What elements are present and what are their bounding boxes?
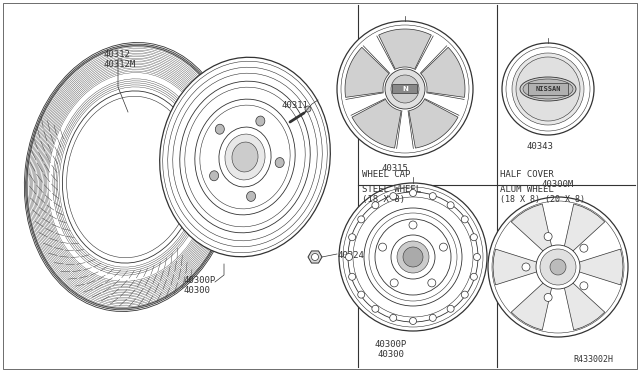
Circle shape [390, 314, 397, 321]
Text: 40300P: 40300P [183, 276, 215, 285]
Polygon shape [511, 280, 552, 330]
Text: NISSAN: NISSAN [535, 86, 561, 92]
Text: WHEEL CAP: WHEEL CAP [362, 170, 410, 179]
Text: (18 X 8): (18 X 8) [362, 195, 405, 204]
Text: 40300M: 40300M [542, 180, 574, 189]
Text: (18 X 8) (20 X 8): (18 X 8) (20 X 8) [500, 195, 585, 204]
Circle shape [470, 234, 477, 241]
Circle shape [349, 234, 356, 241]
Circle shape [447, 202, 454, 209]
Text: 40300: 40300 [378, 350, 404, 359]
Text: 40224: 40224 [338, 251, 365, 260]
Ellipse shape [232, 142, 258, 172]
Bar [528, 83, 568, 95]
Circle shape [379, 243, 387, 251]
Circle shape [312, 253, 319, 260]
Circle shape [339, 183, 487, 331]
Ellipse shape [256, 116, 265, 126]
Circle shape [580, 244, 588, 252]
Ellipse shape [520, 77, 576, 101]
Polygon shape [421, 47, 465, 97]
Polygon shape [409, 99, 458, 148]
Circle shape [488, 197, 628, 337]
Polygon shape [345, 47, 389, 97]
Polygon shape [352, 99, 401, 148]
Ellipse shape [215, 124, 225, 134]
Text: 40343: 40343 [527, 142, 554, 151]
Circle shape [410, 317, 417, 324]
Text: 40311: 40311 [282, 101, 309, 110]
Polygon shape [493, 249, 540, 285]
Circle shape [372, 305, 379, 312]
Circle shape [429, 314, 436, 321]
Circle shape [409, 221, 417, 229]
Ellipse shape [65, 94, 195, 260]
Circle shape [349, 273, 356, 280]
Circle shape [502, 43, 594, 135]
Circle shape [461, 291, 468, 298]
Circle shape [580, 282, 588, 290]
Circle shape [540, 249, 576, 285]
Circle shape [522, 263, 530, 271]
Circle shape [461, 216, 468, 223]
Ellipse shape [275, 158, 284, 167]
Circle shape [372, 202, 379, 209]
Circle shape [305, 106, 311, 112]
Text: STEEL WHEEL: STEEL WHEEL [362, 185, 421, 194]
Ellipse shape [209, 171, 219, 181]
Text: 40312M: 40312M [103, 60, 135, 69]
Circle shape [474, 253, 481, 260]
Circle shape [516, 57, 580, 121]
Circle shape [536, 245, 580, 289]
Text: N: N [402, 86, 408, 92]
Polygon shape [379, 29, 431, 69]
Circle shape [550, 259, 566, 275]
Ellipse shape [246, 192, 255, 201]
Circle shape [403, 247, 423, 267]
Text: 40300: 40300 [183, 286, 210, 295]
Circle shape [470, 273, 477, 280]
Circle shape [358, 216, 365, 223]
Text: 40312: 40312 [103, 50, 130, 59]
Text: ALUM WHEEL: ALUM WHEEL [500, 185, 554, 194]
FancyBboxPatch shape [392, 84, 417, 93]
Circle shape [447, 305, 454, 312]
Circle shape [337, 21, 473, 157]
Ellipse shape [225, 134, 265, 180]
Circle shape [346, 253, 353, 260]
Circle shape [358, 291, 365, 298]
Circle shape [544, 232, 552, 241]
Circle shape [391, 75, 419, 103]
Circle shape [544, 294, 552, 301]
Ellipse shape [523, 79, 573, 99]
Text: 40300P: 40300P [375, 340, 407, 349]
Polygon shape [575, 249, 623, 285]
Circle shape [397, 241, 429, 273]
Circle shape [428, 279, 436, 287]
Circle shape [390, 279, 398, 287]
Circle shape [440, 243, 447, 251]
Circle shape [429, 193, 436, 200]
Circle shape [390, 193, 397, 200]
Polygon shape [511, 204, 552, 254]
Text: 40315: 40315 [381, 164, 408, 173]
Polygon shape [564, 280, 605, 330]
Circle shape [385, 69, 425, 109]
Text: HALF COVER: HALF COVER [500, 170, 554, 179]
Circle shape [512, 53, 584, 125]
Circle shape [410, 189, 417, 196]
Ellipse shape [160, 57, 330, 257]
Polygon shape [564, 204, 605, 254]
Text: R433002H: R433002H [573, 355, 613, 364]
